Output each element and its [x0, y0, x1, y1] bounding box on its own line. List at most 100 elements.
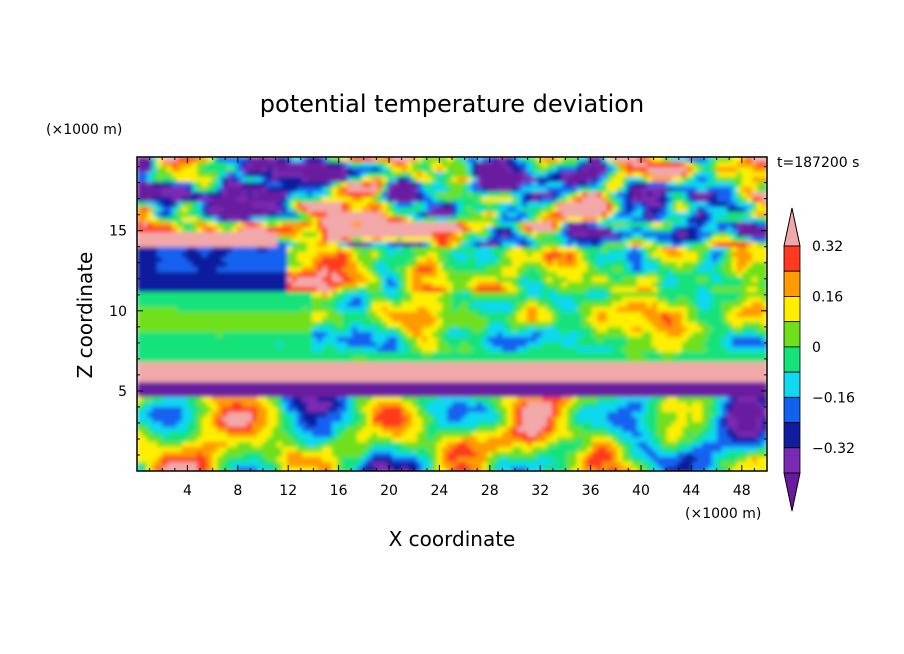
heatmap-cell [437, 267, 443, 273]
heatmap-cell [667, 237, 673, 243]
heatmap-cell [717, 317, 723, 323]
heatmap-cell [207, 332, 213, 338]
heatmap-cell [552, 247, 558, 253]
heatmap-cell [257, 252, 263, 258]
heatmap-cell [387, 207, 393, 213]
heatmap-cell [412, 192, 418, 198]
heatmap-cell [742, 207, 748, 213]
heatmap-cell [722, 157, 728, 163]
heatmap-cell [152, 347, 158, 353]
heatmap-cell [717, 322, 723, 328]
heatmap-cell [272, 292, 278, 298]
heatmap-cell [402, 287, 408, 293]
heatmap-cell [282, 312, 288, 318]
heatmap-cell [437, 322, 443, 328]
heatmap-cell [207, 167, 213, 173]
heatmap-cell [712, 167, 718, 173]
heatmap-cell [332, 192, 338, 198]
heatmap-cell [462, 237, 468, 243]
heatmap-cell [717, 242, 723, 248]
heatmap-cell [752, 242, 758, 248]
heatmap-cell [577, 307, 583, 313]
heatmap-cell [642, 157, 648, 163]
heatmap-cell [262, 207, 268, 213]
heatmap-cell [642, 172, 648, 178]
heatmap-cell [442, 342, 448, 348]
heatmap-cell [372, 267, 378, 273]
heatmap-cell [317, 332, 323, 338]
heatmap-cell [692, 272, 698, 278]
heatmap-cell [317, 252, 323, 258]
heatmap-cell [597, 337, 603, 343]
heatmap-cell [672, 317, 678, 323]
heatmap-cell [452, 157, 458, 163]
heatmap-cell [717, 307, 723, 313]
heatmap-cell [247, 282, 253, 288]
heatmap-cell [292, 342, 298, 348]
heatmap-cell [587, 312, 593, 318]
heatmap-cell [387, 282, 393, 288]
heatmap-cell [222, 327, 228, 333]
heatmap-cell [737, 217, 743, 223]
heatmap-cell [432, 167, 438, 173]
heatmap-cell [242, 297, 248, 303]
heatmap-cell [737, 222, 743, 228]
heatmap-cell [732, 227, 738, 233]
heatmap-cell [512, 277, 518, 283]
heatmap-cell [562, 297, 568, 303]
heatmap-cell [427, 177, 433, 183]
heatmap-cell [442, 282, 448, 288]
heatmap-cell [257, 227, 263, 233]
heatmap-cell [587, 257, 593, 263]
heatmap-cell [287, 332, 293, 338]
heatmap-cell [627, 212, 633, 218]
heatmap-cell [357, 267, 363, 273]
heatmap-cell [462, 227, 468, 233]
heatmap-cell [672, 342, 678, 348]
heatmap-cell [197, 222, 203, 228]
heatmap-cell [307, 207, 313, 213]
heatmap-cell [297, 232, 303, 238]
heatmap-cell [697, 177, 703, 183]
heatmap-cell [507, 172, 513, 178]
heatmap-cell [522, 337, 528, 343]
heatmap-cell [732, 257, 738, 263]
heatmap-cell [557, 302, 563, 308]
heatmap-cell [592, 332, 598, 338]
heatmap-cell [257, 172, 263, 178]
heatmap-cell [607, 282, 613, 288]
heatmap-cell [582, 182, 588, 188]
heatmap-cell [497, 337, 503, 343]
heatmap-cell [687, 297, 693, 303]
heatmap-cell [207, 217, 213, 223]
heatmap-cell [147, 172, 153, 178]
heatmap-cell [612, 342, 618, 348]
heatmap-cell [407, 267, 413, 273]
heatmap-cell [182, 352, 188, 358]
heatmap-cell [227, 252, 233, 258]
heatmap-cell [267, 217, 273, 223]
heatmap-cell [217, 222, 223, 228]
heatmap-cell [497, 202, 503, 208]
heatmap-cell [232, 247, 238, 253]
heatmap-cell [192, 232, 198, 238]
heatmap-cell [587, 252, 593, 258]
heatmap-cell [387, 287, 393, 293]
heatmap-cell [737, 207, 743, 213]
heatmap-cell [707, 337, 713, 343]
heatmap-cell [737, 287, 743, 293]
heatmap-cell [482, 252, 488, 258]
heatmap-cell [587, 302, 593, 308]
heatmap-cell [272, 172, 278, 178]
heatmap-cell [507, 302, 513, 308]
heatmap-cell [627, 172, 633, 178]
heatmap-cell [172, 302, 178, 308]
heatmap-cell [422, 342, 428, 348]
heatmap-cell [707, 192, 713, 198]
heatmap-cell [252, 177, 258, 183]
heatmap-cell [492, 312, 498, 318]
heatmap-cell [412, 262, 418, 268]
heatmap-cell [217, 227, 223, 233]
heatmap-cell [502, 172, 508, 178]
heatmap-cell [507, 237, 513, 243]
